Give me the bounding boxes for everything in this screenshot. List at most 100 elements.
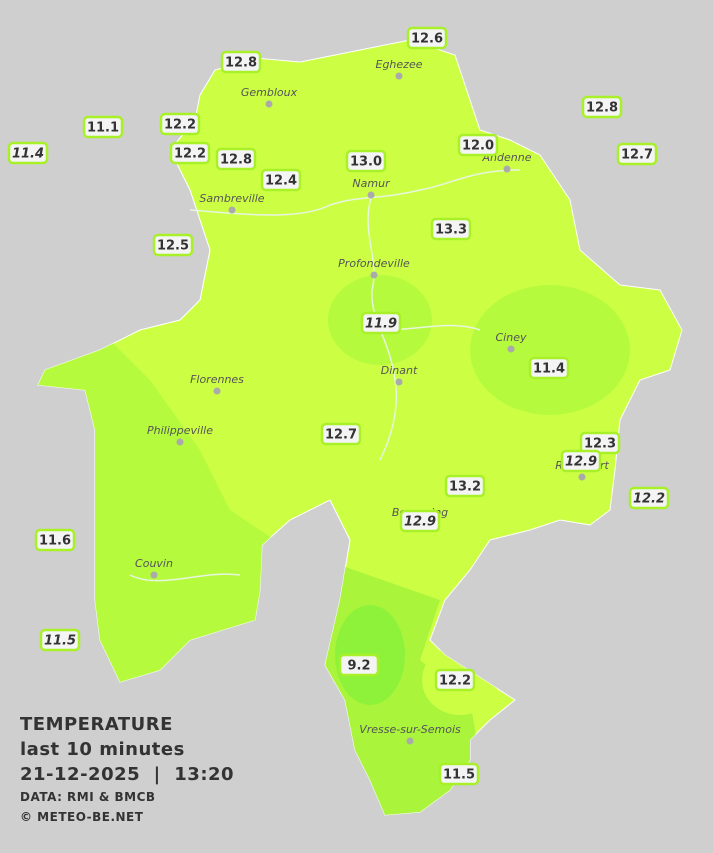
- zone: [470, 285, 630, 415]
- station-box: [215, 147, 257, 171]
- city-label: Dinant: [381, 364, 418, 377]
- legend-datetime: 21-12-2025 | 13:20: [20, 764, 235, 785]
- legend-period: last 10 minutes: [20, 739, 185, 760]
- city-dot: [503, 165, 511, 173]
- station-value: 12.2: [633, 492, 665, 507]
- station-value: 12.8: [225, 56, 257, 71]
- station-box: [260, 168, 302, 192]
- station: 13.0: [345, 149, 387, 173]
- station-box: [39, 628, 81, 652]
- station-box: [616, 142, 658, 166]
- station: 12.9: [399, 509, 441, 533]
- station: 12.0: [457, 133, 499, 157]
- station: 11.5: [438, 762, 480, 786]
- station-box: [320, 422, 362, 446]
- station-box: [528, 356, 570, 380]
- station: 12.7: [320, 422, 362, 446]
- station-box: [220, 50, 262, 74]
- city-label: Sambreville: [199, 192, 264, 205]
- city-dot: [578, 473, 586, 481]
- station-value: 12.4: [265, 174, 297, 189]
- city-dot: [395, 378, 403, 386]
- station-box: [345, 149, 387, 173]
- city-label: Profondeville: [338, 257, 410, 270]
- station-value: 13.0: [350, 155, 382, 170]
- station-value: 12.2: [164, 118, 196, 133]
- station-box: [159, 112, 201, 136]
- station-value: 12.7: [325, 428, 357, 443]
- city-label: Philippeville: [147, 424, 213, 437]
- station: 11.9: [360, 311, 402, 335]
- station-value: 12.0: [462, 139, 494, 154]
- legend: TEMPERATURE last 10 minutes 21-12-2025 |…: [20, 712, 234, 827]
- city-dot: [213, 387, 221, 395]
- city-dot: [150, 571, 158, 579]
- city-dot: [395, 72, 403, 80]
- station: 12.6: [406, 26, 448, 50]
- station: 12.2: [628, 486, 670, 510]
- station: 12.8: [215, 147, 257, 171]
- station-box: [581, 95, 623, 119]
- station-box: [628, 486, 670, 510]
- city-label: Vresse-sur-Semois: [359, 723, 461, 736]
- city-label: Florennes: [190, 373, 244, 386]
- legend-copyright: © METEO-BE.NET: [20, 810, 144, 824]
- station-value: 11.9: [365, 317, 397, 332]
- station: 12.2: [169, 141, 211, 165]
- station-value: 12.8: [586, 101, 618, 116]
- station: 11.1: [82, 115, 124, 139]
- station-box: [34, 528, 76, 552]
- city-dot: [367, 191, 375, 199]
- station-box: [438, 762, 480, 786]
- station-box: [399, 509, 441, 533]
- city-label: Gembloux: [241, 86, 298, 99]
- city-dot: [507, 345, 515, 353]
- labels: EghezeeGemblouxAndenneNamurSambrevillePr…: [7, 26, 670, 786]
- city-dot: [176, 438, 184, 446]
- city-dot: [228, 206, 236, 214]
- city-label: Namur: [352, 177, 391, 190]
- station-box: [360, 311, 402, 335]
- station-value: 12.5: [157, 239, 189, 254]
- station-value: 11.5: [44, 634, 76, 649]
- station: 12.8: [220, 50, 262, 74]
- station: 12.5: [152, 233, 194, 257]
- station: 13.3: [430, 217, 472, 241]
- city-dot: [406, 737, 414, 745]
- station-box: [7, 141, 49, 165]
- station-value: 12.7: [621, 148, 653, 163]
- station-value: 12.6: [411, 32, 443, 47]
- legend-source: DATA: RMI & BMCB: [20, 790, 156, 804]
- station: 11.4: [528, 356, 570, 380]
- station: 11.5: [39, 628, 81, 652]
- station: 12.8: [581, 95, 623, 119]
- station-value: 11.1: [87, 121, 119, 136]
- station-box: [457, 133, 499, 157]
- station-value: 12.2: [439, 674, 471, 689]
- station-value: 12.3: [584, 437, 616, 452]
- station-box: [82, 115, 124, 139]
- station-box: [152, 233, 194, 257]
- legend-title: TEMPERATURE: [20, 714, 173, 735]
- city-label: Eghezee: [376, 58, 423, 71]
- city-dot: [265, 100, 273, 108]
- station-box: [444, 474, 486, 498]
- station-box: [434, 668, 476, 692]
- city-label: Couvin: [135, 557, 173, 570]
- station-value: 11.4: [12, 147, 44, 162]
- station-value: 11.6: [39, 534, 71, 549]
- station-value: 12.9: [565, 455, 597, 470]
- station-box: [338, 653, 380, 677]
- station-box: [430, 217, 472, 241]
- city-dot: [370, 271, 378, 279]
- station: 12.2: [434, 668, 476, 692]
- station-value: 12.9: [404, 515, 436, 530]
- station: 11.6: [34, 528, 76, 552]
- station: 12.9: [560, 449, 602, 473]
- station: 12.4: [260, 168, 302, 192]
- station: 13.2: [444, 474, 486, 498]
- station-value: 13.3: [435, 223, 467, 238]
- station-box: [560, 449, 602, 473]
